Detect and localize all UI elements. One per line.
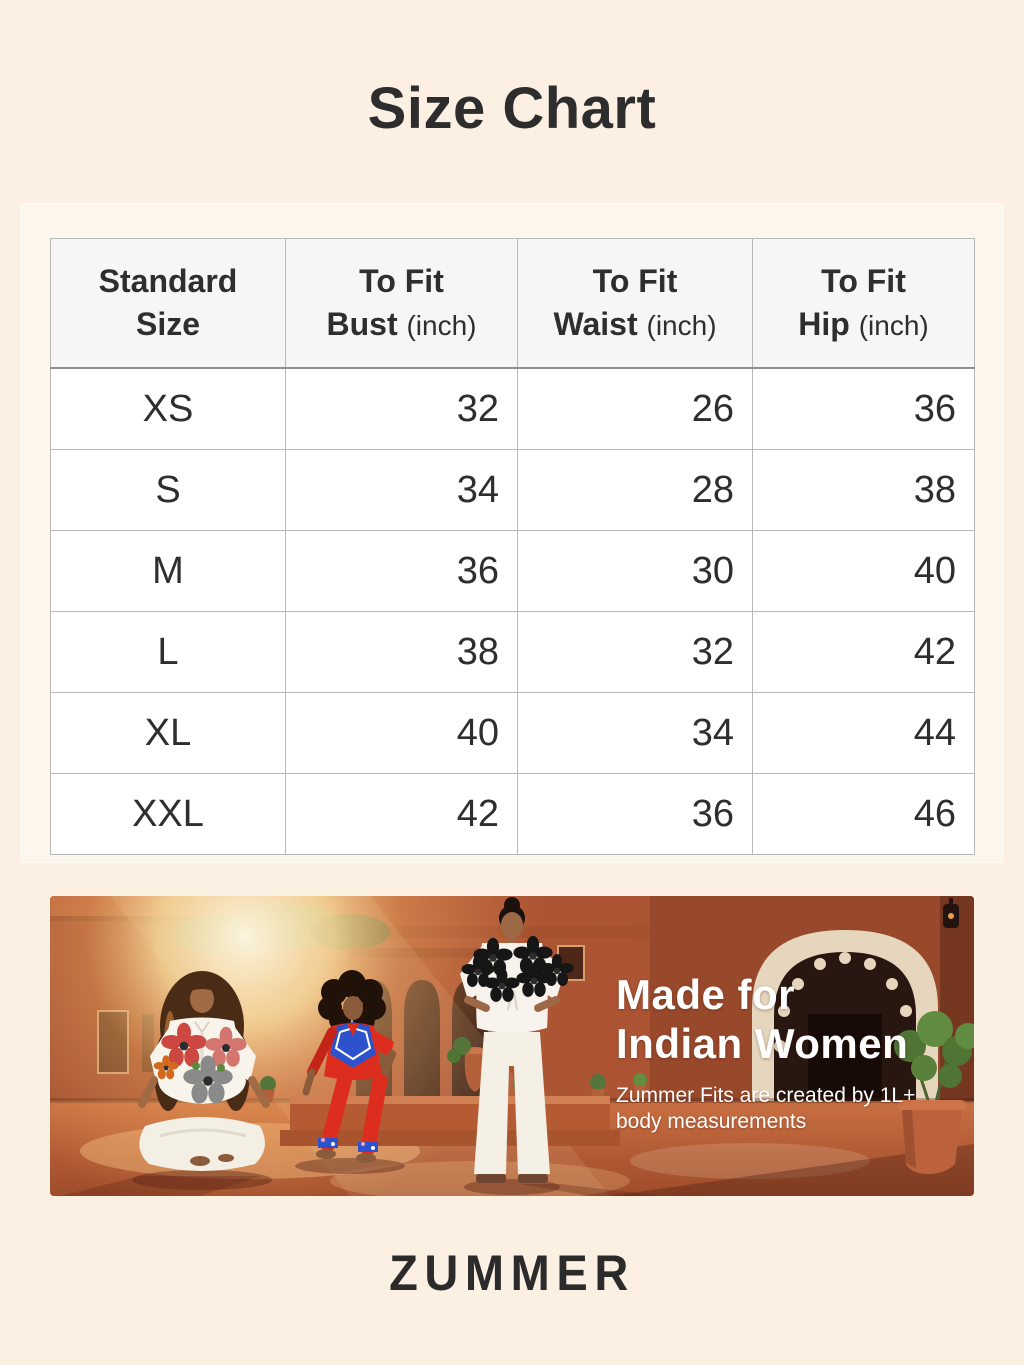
banner-illustration: [50, 896, 974, 1196]
header-line2: Waist (inch): [553, 305, 717, 342]
banner-headline: Made for Indian Women: [616, 971, 909, 1067]
cell-hip: 42: [752, 611, 975, 693]
cell-size: XXL: [50, 773, 286, 855]
header-line1: Standard: [98, 262, 238, 299]
cell-waist: 28: [517, 449, 753, 531]
cell-bust: 42: [285, 773, 518, 855]
seated-woman-center: [295, 970, 405, 1174]
cell-hip: 40: [752, 530, 975, 612]
cell-bust: 40: [285, 692, 518, 774]
header-line2: Bust (inch): [326, 305, 477, 342]
large-potted-plant: [894, 1011, 974, 1174]
column-header-hip: To Fit Hip (inch): [752, 238, 975, 369]
table-row: XXL 42 36 46: [50, 773, 975, 855]
header-line2: Size: [135, 305, 201, 342]
banner-text-block: Made for Indian Women Zummer Fits are cr…: [616, 970, 915, 1135]
standing-woman-right: [460, 897, 660, 1196]
cell-size: M: [50, 530, 286, 612]
cell-hip: 44: [752, 692, 975, 774]
cell-waist: 34: [517, 692, 753, 774]
cell-bust: 36: [285, 530, 518, 612]
cell-bust: 38: [285, 611, 518, 693]
page-title: Size Chart: [367, 76, 657, 141]
table-row: L 38 32 42: [50, 611, 975, 693]
cell-hip: 46: [752, 773, 975, 855]
header-row: Standard Size To Fit Bust (inch) To Fit …: [50, 238, 975, 369]
header-line1: To Fit: [359, 262, 444, 299]
cell-waist: 26: [517, 367, 753, 450]
cell-size: S: [50, 449, 286, 531]
cell-bust: 34: [285, 449, 518, 531]
cell-hip: 38: [752, 449, 975, 531]
cell-waist: 30: [517, 530, 753, 612]
cell-size: XL: [50, 692, 286, 774]
brand-banner: Made for Indian Women Zummer Fits are cr…: [50, 896, 974, 1196]
column-header-waist: To Fit Waist (inch): [517, 238, 753, 369]
size-chart-table: Standard Size To Fit Bust (inch) To Fit …: [50, 238, 975, 855]
cell-size: L: [50, 611, 286, 693]
header-line2: Hip (inch): [798, 305, 929, 342]
table-row: S 34 28 38: [50, 449, 975, 531]
header-line1: To Fit: [592, 262, 678, 299]
table-row: XL 40 34 44: [50, 692, 975, 774]
brand-logo: ZUMMER: [389, 1245, 635, 1301]
cell-waist: 36: [517, 773, 753, 855]
column-header-standard-size: Standard Size: [50, 238, 286, 369]
cell-bust: 32: [285, 367, 518, 450]
cell-waist: 32: [517, 611, 753, 693]
cell-size: XS: [50, 367, 286, 450]
table-row: XS 32 26 36: [50, 367, 975, 450]
column-header-bust: To Fit Bust (inch): [285, 238, 518, 369]
table-row: M 36 30 40: [50, 530, 975, 612]
header-line1: To Fit: [821, 262, 906, 299]
cell-hip: 36: [752, 367, 975, 450]
banner-subtext: Zummer Fits are created by 1L+ body meas…: [616, 1084, 916, 1133]
seated-woman-left: [60, 971, 272, 1196]
